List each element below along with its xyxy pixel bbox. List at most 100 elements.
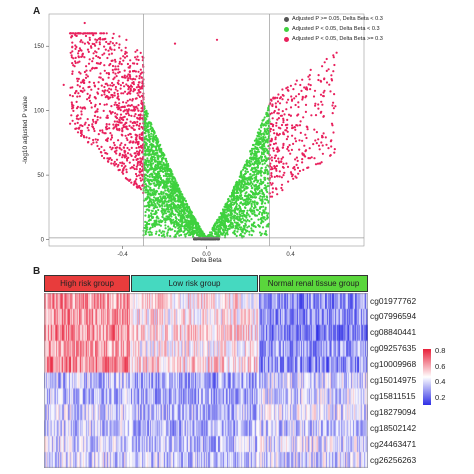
volcano-point-3062 <box>116 92 119 95</box>
volcano-point-1662 <box>158 172 161 175</box>
volcano-point-2854 <box>121 81 124 84</box>
volcano-point-2810 <box>119 144 122 147</box>
heatmap-canvas <box>44 293 368 468</box>
volcano-point-3006 <box>125 171 128 174</box>
volcano-point-3432 <box>86 118 89 121</box>
volcano-point-2460 <box>162 233 165 236</box>
volcano-point-3752 <box>320 141 323 144</box>
volcano-point-3851 <box>75 34 78 38</box>
volcano-point-3320 <box>135 146 138 150</box>
volcano-point-516 <box>224 229 227 232</box>
volcano-point-2371 <box>266 173 269 176</box>
volcano-point-2431 <box>261 198 264 201</box>
volcano-point-1806 <box>255 147 258 151</box>
volcano-point-1543 <box>147 216 150 219</box>
volcano-point-3125 <box>105 40 108 44</box>
volcano-point-2557 <box>236 185 239 188</box>
volcano-point-3447 <box>135 124 138 127</box>
volcano-point-1869 <box>259 195 262 198</box>
volcano-point-2468 <box>162 163 165 166</box>
volcano-point-3389 <box>130 114 133 117</box>
volcano-point-2976 <box>125 112 128 115</box>
volcano-point-3677 <box>281 189 284 192</box>
volcano-point-2370 <box>192 232 195 235</box>
volcano-point-3459 <box>74 47 77 51</box>
volcano-point-3203 <box>140 86 143 89</box>
volcano-point-2770 <box>84 121 87 124</box>
volcano-point-2405 <box>178 206 181 209</box>
volcano-point-3367 <box>137 104 140 107</box>
volcano-point-2604 <box>94 138 97 141</box>
volcano-point-2538 <box>176 211 179 214</box>
volcano-point-2833 <box>119 57 122 60</box>
volcano-point-2380 <box>187 234 191 237</box>
volcano-point-2072 <box>150 202 153 205</box>
volcano-point-3094 <box>83 42 86 45</box>
volcano-point-2090 <box>149 122 152 125</box>
volcano-point-2451 <box>212 227 215 230</box>
volcano-point-3687 <box>321 136 324 139</box>
volcano-point-3095 <box>119 109 122 112</box>
volcano-point-3838 <box>270 140 273 143</box>
volcano-point-2704 <box>88 99 91 102</box>
volcano-point-2258 <box>259 172 262 175</box>
volcano-point-1378 <box>150 165 153 168</box>
volcano-point-2212 <box>241 229 244 232</box>
volcano-point-3475 <box>112 32 115 35</box>
panel-a-label: A <box>33 6 41 17</box>
volcano-point-2665 <box>74 56 77 60</box>
volcano-point-2758 <box>85 73 88 76</box>
volcano-point-3098 <box>122 125 125 129</box>
volcano-point-3815 <box>281 110 284 113</box>
volcano-point-846 <box>264 218 267 221</box>
volcano-point-3205 <box>139 91 142 94</box>
volcano-point-3167 <box>78 95 81 98</box>
volcano-point-1935 <box>253 203 256 206</box>
volcano-point-2407 <box>146 159 149 162</box>
volcano-point-2994 <box>140 162 143 165</box>
volcano-point-3555 <box>275 164 278 168</box>
volcano-point-2520 <box>216 221 219 224</box>
volcano-point-2946 <box>141 165 144 168</box>
volcano-point-1937 <box>254 183 258 186</box>
volcano-point-1750 <box>262 147 266 151</box>
volcano-point-2629 <box>109 84 112 87</box>
volcano-point-2446 <box>243 166 246 169</box>
volcano-point-3518 <box>289 84 292 87</box>
volcano-point-3270 <box>120 92 123 95</box>
volcano-point-1007 <box>150 209 154 212</box>
volcano-point-570 <box>144 183 147 186</box>
volcano-point-3166 <box>115 75 118 78</box>
volcano-point-3031 <box>103 69 106 72</box>
volcano-point-2444 <box>166 172 169 175</box>
volcano-point-3179 <box>117 71 120 74</box>
volcano-point-2887 <box>136 92 139 95</box>
volcano-point-3491 <box>97 37 100 40</box>
volcano-point-3484 <box>121 130 124 133</box>
volcano-point-2797 <box>112 162 115 165</box>
volcano-point-2917 <box>82 87 85 90</box>
volcano-point-3802 <box>287 180 290 183</box>
y-tick-label-0: 0 <box>41 238 45 244</box>
volcano-point-3290 <box>120 106 123 109</box>
volcano-point-2588 <box>164 221 167 224</box>
volcano-point-2348 <box>185 227 188 230</box>
volcano-point-3227 <box>118 128 121 131</box>
volcano-point-3787 <box>304 149 308 152</box>
volcano-point-3446 <box>128 75 131 78</box>
volcano-point-256 <box>250 169 253 172</box>
volcano-point-3317 <box>101 53 104 56</box>
volcano-point-2051 <box>256 131 259 134</box>
volcano-point-2411 <box>175 206 178 209</box>
volcano-point-2725 <box>118 43 121 46</box>
volcano-point-3343 <box>96 138 99 141</box>
volcano-point-3386 <box>94 32 97 35</box>
volcano-point-3415 <box>104 82 107 85</box>
methylation-heatmap <box>44 293 368 468</box>
volcano-point-2796 <box>117 139 120 142</box>
volcano-point-1492 <box>266 182 269 185</box>
volcano-point-2398 <box>250 203 253 206</box>
volcano-point-2558 <box>229 221 232 224</box>
volcano-point-2109 <box>251 143 255 147</box>
volcano-point-3653 <box>332 107 335 110</box>
